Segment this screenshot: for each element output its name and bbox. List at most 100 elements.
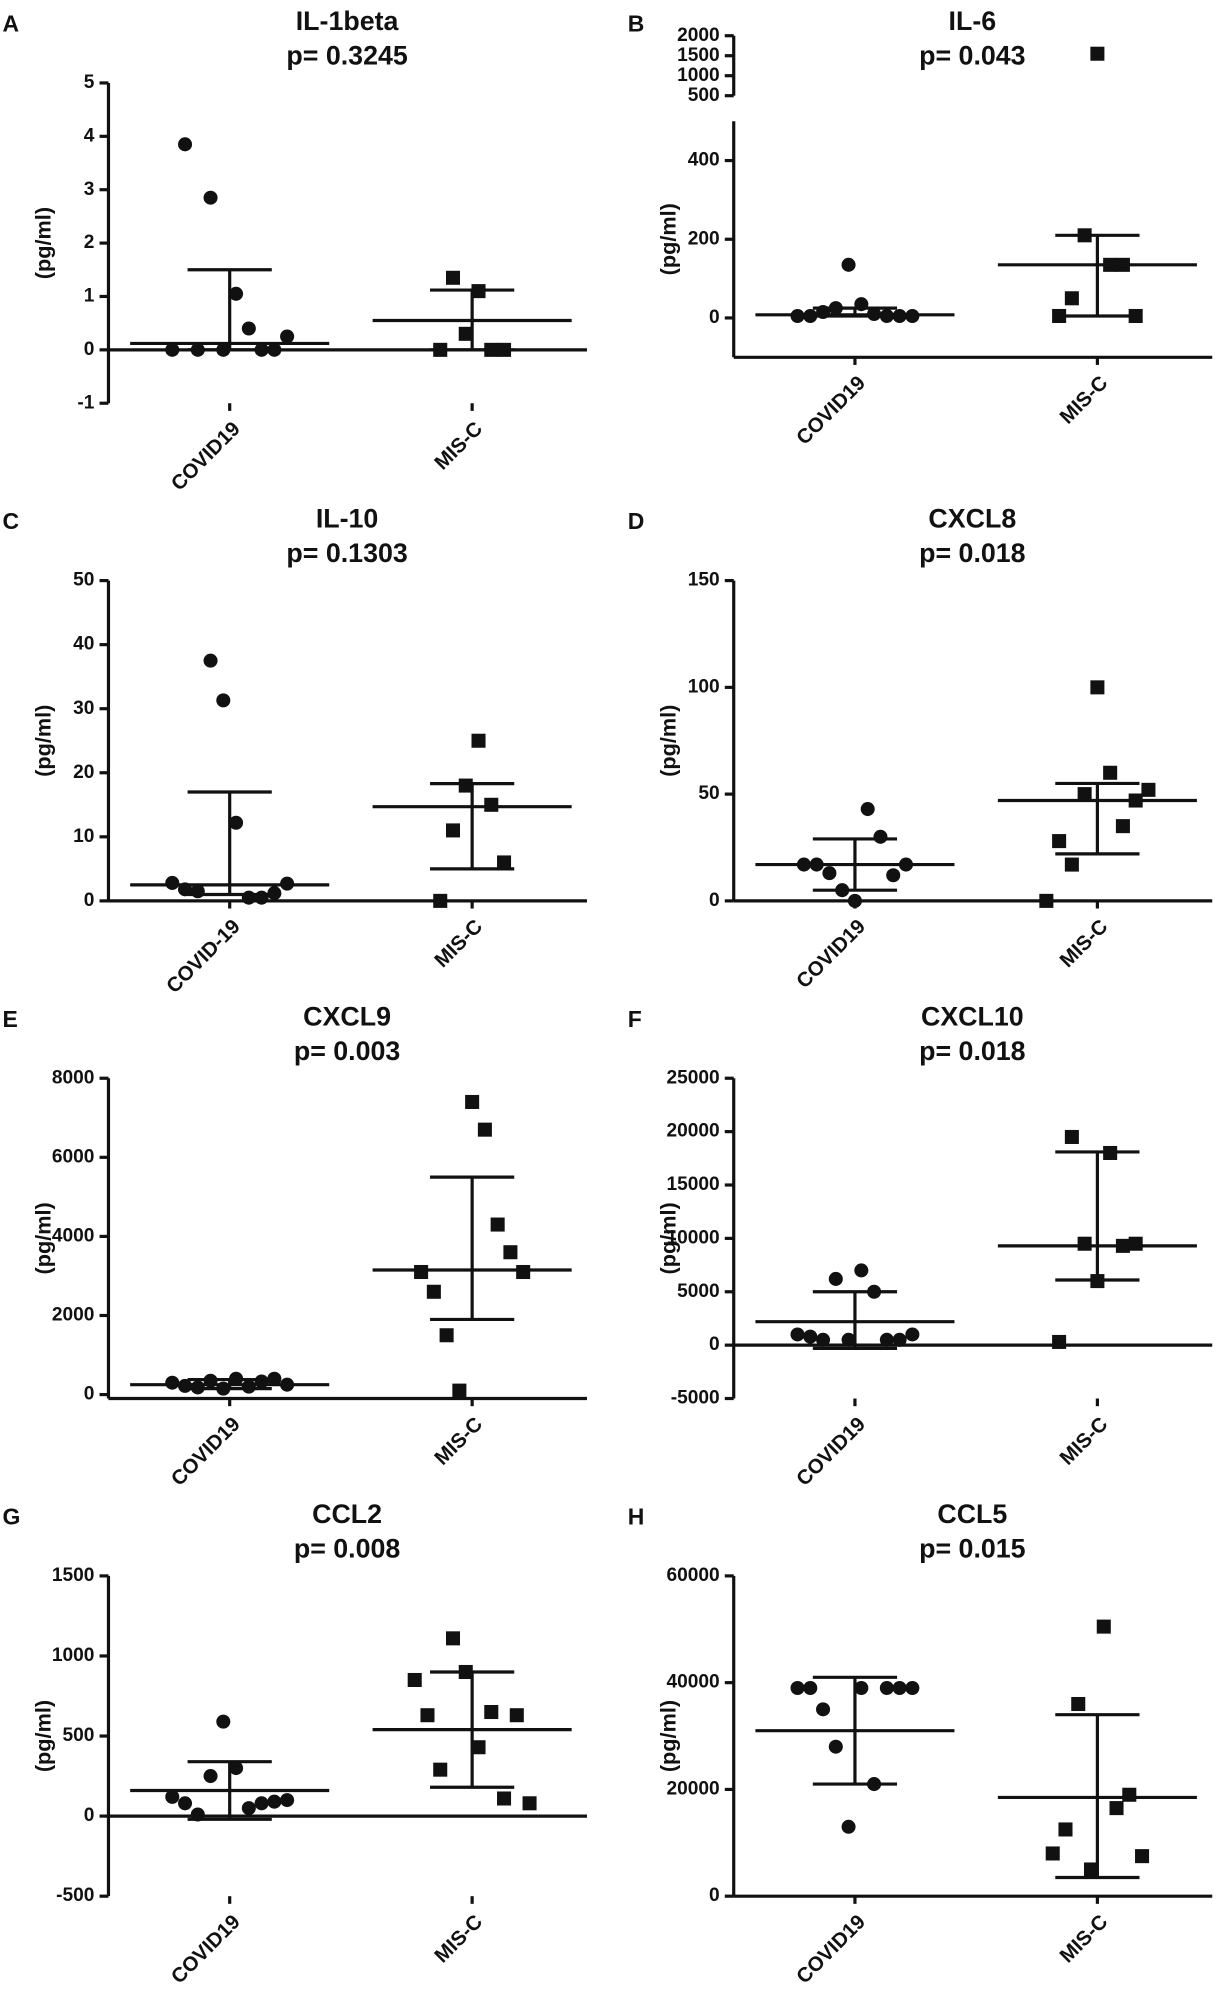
- data-point: [477, 1122, 492, 1137]
- x-tick-label: MIS-C: [1056, 372, 1113, 429]
- chart-subtitle: p= 0.1303: [286, 538, 407, 568]
- data-point: [190, 1807, 205, 1822]
- data-point: [867, 1284, 882, 1299]
- chart-title: CXCL10: [921, 1001, 1024, 1031]
- data-point: [229, 1761, 244, 1776]
- data-point: [426, 1284, 441, 1299]
- data-point: [1103, 1145, 1118, 1160]
- data-point: [490, 1217, 505, 1232]
- y-tick-label: 50: [73, 570, 94, 591]
- y-tick-label: 0: [709, 307, 720, 328]
- data-point: [458, 778, 473, 793]
- data-point: [867, 306, 882, 322]
- data-point: [484, 342, 499, 357]
- x-tick-label: COVID19: [167, 418, 244, 495]
- data-point: [254, 1796, 269, 1811]
- y-axis-label: (pg/ml): [30, 1700, 55, 1772]
- y-tick-label: 150: [688, 570, 720, 591]
- data-point: [892, 308, 907, 323]
- y-tick-label: 500: [688, 85, 720, 106]
- data-point: [1141, 782, 1156, 797]
- panel: C IL-10 p= 0.1303 (pg/ml) 0 10 20 30 40 50 COVID-1…: [3, 504, 587, 998]
- panel: H CCL5 p= 0.015 (pg/ml) 0 20000 40000 60000 COVI…: [628, 1499, 1213, 1988]
- data-point: [1039, 893, 1054, 908]
- data-point: [841, 1332, 856, 1347]
- y-tick-label: 20: [73, 762, 94, 783]
- data-point: [879, 1680, 894, 1696]
- data-point: [407, 1672, 422, 1688]
- data-point: [828, 1271, 843, 1286]
- data-point: [178, 1796, 193, 1811]
- data-point: [1128, 1236, 1143, 1251]
- data-point: [216, 1714, 231, 1729]
- panel: A IL-1beta p= 0.3245 (pg/ml) -1 0 1 2 3 4 5 COVID19…: [3, 6, 587, 495]
- y-tick-label: 8000: [52, 1067, 95, 1088]
- y-tick-label: 0: [709, 1334, 720, 1355]
- data-point: [790, 308, 805, 323]
- panel-letter: A: [3, 11, 20, 37]
- data-point: [458, 1664, 473, 1679]
- data-point: [509, 1708, 524, 1723]
- data-point: [439, 1328, 454, 1343]
- y-axis-label: (pg/ml): [656, 1700, 681, 1772]
- data-point: [280, 1793, 295, 1808]
- data-point: [1115, 819, 1130, 834]
- y-tick-label: 1: [84, 286, 95, 307]
- data-point: [254, 342, 269, 357]
- data-point: [458, 326, 473, 341]
- y-tick-label: 1500: [52, 1565, 95, 1586]
- y-axis-label: (pg/ml): [30, 1202, 55, 1274]
- chart-subtitle: p= 0.018: [919, 1036, 1026, 1066]
- data-point: [165, 342, 180, 357]
- panel: E CXCL9 p= 0.003 (pg/ml) 0 2000 4000 6000 8000 CO…: [3, 1001, 587, 1491]
- data-point: [1064, 291, 1079, 306]
- data-point: [203, 1373, 218, 1388]
- data-point: [178, 882, 193, 897]
- x-tick-label: MIS-C: [431, 1911, 488, 1968]
- chart-title: IL-6: [949, 6, 997, 36]
- chart-subtitle: p= 0.003: [294, 1036, 400, 1066]
- chart-title: IL-10: [316, 504, 379, 534]
- data-point: [497, 855, 512, 870]
- chart-subtitle: p= 0.018: [919, 538, 1026, 568]
- data-point: [1115, 1238, 1130, 1253]
- data-point: [229, 1371, 244, 1386]
- y-tick-label: 60000: [666, 1565, 719, 1586]
- y-tick-label: 0: [84, 339, 95, 360]
- x-tick-label: MIS-C: [431, 915, 488, 972]
- data-point: [484, 1704, 499, 1720]
- panel: D CXCL8 p= 0.018 (pg/ml) 0 50 100 150 COVID19 MIS…: [628, 504, 1213, 993]
- chart-title: IL-1beta: [296, 6, 400, 36]
- y-tick-label: 4: [84, 125, 95, 146]
- panel-letter: C: [3, 508, 20, 534]
- data-point: [254, 890, 269, 905]
- y-tick-label: 15000: [666, 1174, 719, 1195]
- data-point: [484, 797, 499, 812]
- y-tick-label: 100: [688, 676, 720, 697]
- chart-subtitle: p= 0.015: [919, 1533, 1026, 1563]
- y-axis-label: (pg/ml): [656, 203, 681, 275]
- data-point: [1058, 1822, 1073, 1837]
- data-point: [879, 1332, 894, 1347]
- y-tick-label: 2000: [52, 1305, 95, 1326]
- y-axis-label: (pg/ml): [30, 207, 55, 279]
- data-point: [241, 321, 256, 336]
- data-point: [854, 297, 869, 312]
- data-point: [1077, 228, 1092, 243]
- data-point: [847, 893, 862, 908]
- chart-title: CXCL9: [303, 1001, 391, 1031]
- data-point: [465, 1094, 480, 1109]
- data-point: [1064, 1129, 1079, 1144]
- data-point: [892, 1680, 907, 1696]
- data-point: [1083, 1862, 1099, 1877]
- y-tick-label: 400: [688, 150, 720, 171]
- data-point: [867, 1777, 882, 1792]
- y-tick-label: 1000: [677, 65, 720, 86]
- data-point: [229, 286, 244, 301]
- data-point: [522, 1796, 537, 1811]
- x-tick-label: COVID19: [167, 1911, 244, 1988]
- data-point: [1122, 1787, 1137, 1802]
- data-point: [229, 815, 244, 830]
- panel-letter: B: [628, 11, 645, 37]
